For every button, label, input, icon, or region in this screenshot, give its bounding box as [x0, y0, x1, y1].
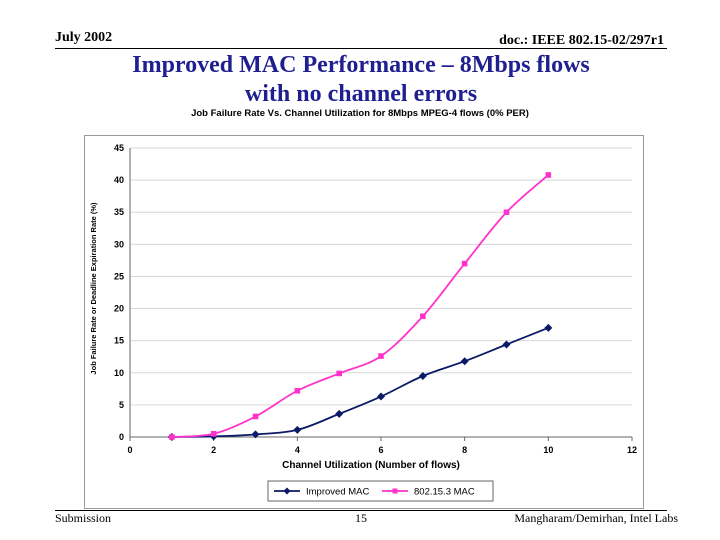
- x-tick-label: 6: [378, 445, 383, 455]
- data-point: [460, 357, 469, 366]
- slide-title-line2: with no channel errors: [244, 81, 478, 107]
- data-point: [252, 413, 259, 420]
- x-tick-label: 2: [211, 445, 216, 455]
- data-point: [545, 172, 552, 178]
- legend-box: [267, 480, 494, 502]
- data-point: [378, 353, 384, 359]
- data-point: [544, 323, 553, 332]
- legend-label: 802.15.3 MAC: [414, 487, 475, 498]
- legend-label: Improved MAC: [306, 487, 369, 498]
- slide-title: Improved MAC Performance – 8Mbps flows w…: [55, 51, 667, 109]
- x-tick-label: 4: [295, 445, 300, 455]
- chart-title: Job Failure Rate Vs. Channel Utilization…: [191, 108, 529, 119]
- data-point: [502, 340, 511, 349]
- series-line-1: [171, 326, 549, 438]
- data-point: [335, 409, 344, 418]
- y-tick-label: 30: [114, 239, 124, 249]
- header-doc-id: doc.: IEEE 802.15-02/297r1: [499, 33, 664, 48]
- legend-marker: [392, 488, 398, 494]
- y-tick-label: 25: [114, 271, 124, 281]
- y-axis-label: Job Failure Rate or Deadline Expiration …: [89, 202, 98, 375]
- header-rule: [55, 48, 667, 49]
- data-point: [293, 425, 302, 434]
- footer-page-number: 15: [355, 511, 367, 525]
- data-point: [251, 430, 260, 439]
- y-tick-label: 35: [114, 207, 124, 217]
- series-line-2: [171, 174, 549, 438]
- y-tick-label: 15: [114, 336, 124, 346]
- x-tick-label: 10: [543, 445, 553, 455]
- data-point: [210, 430, 217, 437]
- x-tick-label: 8: [462, 445, 467, 455]
- header-date: July 2002: [55, 30, 113, 45]
- data-point: [336, 370, 342, 377]
- y-tick-label: 5: [119, 400, 124, 410]
- y-tick-label: 40: [114, 175, 124, 185]
- y-tick-label: 10: [114, 368, 124, 378]
- data-point: [418, 371, 427, 380]
- y-tick-label: 20: [114, 304, 124, 314]
- footer-rule: [55, 510, 667, 511]
- footer-submission: Submission: [55, 511, 112, 525]
- x-axis-label: Channel Utilization (Number of flows): [282, 460, 460, 471]
- legend-marker: [283, 487, 291, 495]
- x-tick-label: 12: [627, 445, 637, 455]
- data-point: [377, 392, 385, 401]
- data-point: [169, 434, 175, 440]
- y-tick-label: 0: [119, 432, 124, 442]
- slide-title-line1: Improved MAC Performance – 8Mbps flows: [132, 52, 590, 78]
- y-tick-label: 45: [114, 143, 124, 153]
- footer-authors: Mangharam/Demirhan, Intel Labs: [514, 511, 678, 525]
- data-point: [294, 387, 301, 394]
- data-point: [503, 209, 510, 216]
- data-point: [461, 260, 468, 267]
- data-point: [420, 313, 426, 320]
- x-tick-label: 0: [127, 445, 132, 455]
- chart-frame: [84, 135, 644, 509]
